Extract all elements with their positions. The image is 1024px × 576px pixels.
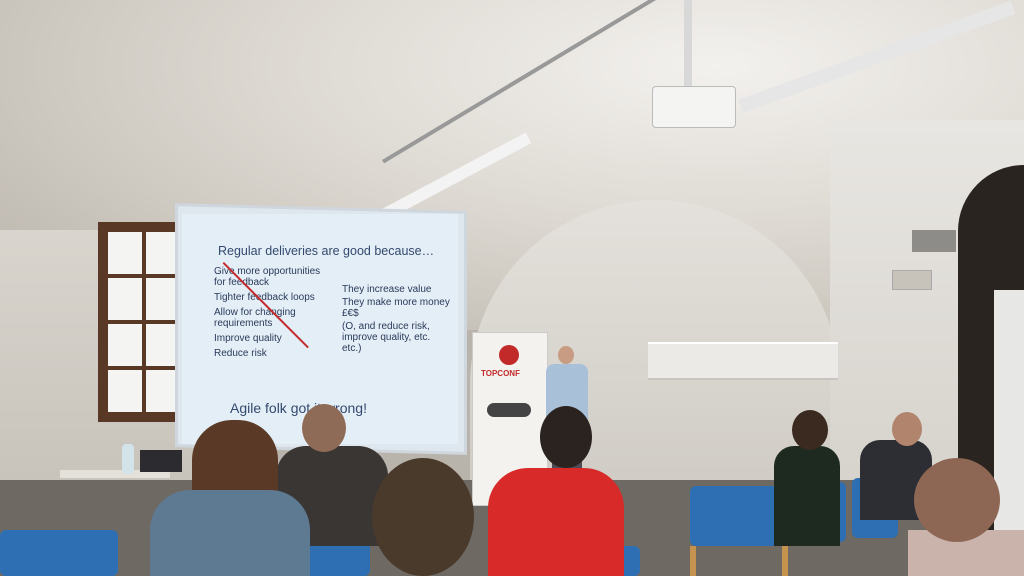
slide-note: (O, and reduce risk, improve quality, et…	[342, 321, 431, 354]
window-pane	[144, 322, 182, 368]
window-pane	[106, 368, 144, 414]
chair-leg	[690, 546, 696, 576]
slide-bullet: Allow for changing requirements	[214, 307, 296, 329]
window	[98, 222, 190, 422]
attendee-head	[302, 404, 346, 452]
slide-bullet: Improve quality	[214, 333, 282, 344]
sponsor-logo	[487, 403, 531, 417]
wall-cornice	[648, 342, 838, 380]
window-pane	[106, 276, 144, 322]
attendee-red-shirt	[488, 468, 624, 576]
slide-bullet: Reduce risk	[214, 348, 267, 359]
slide-title: Regular deliveries are good because…	[218, 244, 435, 258]
attendee-head	[892, 412, 922, 446]
attendee-head-foreground	[372, 458, 474, 576]
slide-footer: Agile folk got it wrong!	[230, 400, 367, 416]
attendee-head	[792, 410, 828, 450]
window-pane	[144, 230, 182, 276]
water-bottle	[122, 444, 134, 474]
slide-bullet: Tighter feedback loops	[214, 292, 315, 303]
slide-bullet: They make more money £€$	[342, 297, 450, 319]
wall-vent	[892, 270, 932, 290]
topconf-logo-icon	[499, 345, 519, 365]
projector-mount	[684, 0, 692, 86]
banner-brand: TOPCONF	[481, 369, 520, 378]
attendee-head	[914, 458, 1000, 542]
window-pane	[106, 322, 144, 368]
laptop	[140, 450, 182, 472]
chair-leg	[782, 546, 788, 576]
window-pane	[144, 368, 182, 414]
slide-right-list: They increase value They make more money…	[342, 284, 452, 356]
window-pane	[144, 276, 182, 322]
attendee-head	[540, 406, 592, 468]
slide-bullet: They increase value	[342, 284, 432, 295]
chair	[0, 530, 118, 576]
side-table	[60, 470, 170, 478]
attendee-seated	[774, 446, 840, 546]
attendee	[150, 490, 310, 576]
wall-speaker	[912, 230, 956, 252]
ceiling-projector	[652, 86, 736, 128]
speaker-head	[558, 346, 574, 364]
window-pane	[106, 230, 144, 276]
chair	[690, 486, 790, 546]
